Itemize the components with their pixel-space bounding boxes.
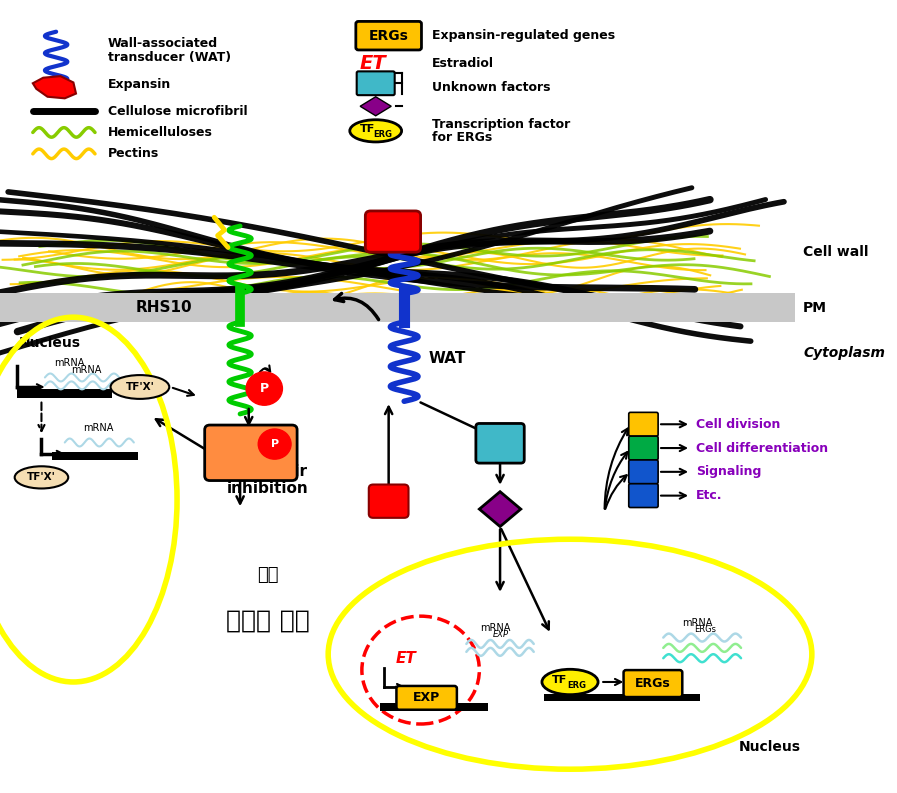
Text: RHS10: RHS10 [135, 301, 193, 315]
Text: ERGs: ERGs [635, 677, 671, 690]
Text: EXP: EXP [413, 691, 440, 704]
FancyBboxPatch shape [365, 211, 421, 252]
Text: Signaling: Signaling [696, 465, 762, 478]
Text: Unknown factors: Unknown factors [431, 81, 551, 94]
Text: Cytoplasm: Cytoplasm [803, 346, 885, 360]
Bar [17, 389, 112, 398]
Text: Cell wall: Cell wall [803, 245, 868, 259]
Text: Etc.: Etc. [696, 489, 723, 502]
FancyBboxPatch shape [356, 21, 422, 50]
Ellipse shape [350, 120, 402, 142]
Text: EXP: EXP [492, 630, 509, 639]
Text: Estradiol: Estradiol [431, 57, 494, 70]
Text: ERG: ERG [568, 681, 587, 691]
FancyBboxPatch shape [476, 423, 524, 463]
FancyBboxPatch shape [629, 436, 658, 460]
Text: TF'X': TF'X' [27, 473, 56, 482]
Text: mRNA: mRNA [83, 423, 114, 433]
Text: Wall-associated: Wall-associated [108, 37, 218, 50]
Bar [52, 452, 138, 460]
Text: for ERGs: for ERGs [431, 132, 492, 144]
Text: Hemicelluloses: Hemicelluloses [108, 126, 213, 139]
Text: ERGs: ERGs [694, 626, 717, 634]
Text: 전사체 비교: 전사체 비교 [226, 608, 309, 632]
Polygon shape [361, 97, 391, 116]
Text: TF'X': TF'X' [126, 382, 154, 392]
Text: ET: ET [360, 54, 387, 73]
Text: ERGs: ERGs [369, 29, 409, 43]
Text: mRNA: mRNA [480, 623, 510, 633]
Ellipse shape [542, 669, 598, 695]
Polygon shape [479, 492, 521, 527]
Text: Pectins: Pectins [108, 147, 159, 160]
Bar [0, 293, 795, 322]
Text: Nucleus: Nucleus [19, 335, 81, 350]
Polygon shape [33, 76, 76, 98]
Text: Cell differentiation: Cell differentiation [696, 442, 828, 454]
Text: transducer (WAT): transducer (WAT) [108, 51, 231, 63]
Circle shape [258, 429, 291, 459]
FancyBboxPatch shape [205, 425, 297, 481]
FancyBboxPatch shape [357, 71, 395, 95]
Bar [380, 703, 488, 711]
Text: ET: ET [396, 651, 416, 665]
Text: P: P [260, 382, 269, 395]
Text: Cell division: Cell division [696, 418, 780, 431]
Text: Expansin-regulated genes: Expansin-regulated genes [431, 29, 615, 42]
Ellipse shape [14, 466, 68, 488]
Text: Nucleus: Nucleus [738, 740, 800, 754]
FancyBboxPatch shape [629, 484, 658, 508]
Text: mRNA: mRNA [71, 365, 101, 375]
Text: ERG: ERG [373, 129, 392, 139]
Text: P: P [271, 439, 279, 449]
Text: mRNA: mRNA [54, 358, 84, 368]
Circle shape [246, 372, 283, 405]
Bar [544, 694, 700, 701]
Text: Root hair
inhibition: Root hair inhibition [227, 464, 309, 496]
Ellipse shape [110, 375, 170, 399]
Text: Expansin: Expansin [108, 79, 171, 91]
Text: mRNA: mRNA [683, 618, 713, 628]
Text: TF: TF [552, 675, 567, 684]
Text: TF: TF [360, 125, 375, 134]
Text: Cellulose microfibril: Cellulose microfibril [108, 105, 248, 117]
FancyBboxPatch shape [629, 412, 658, 436]
FancyBboxPatch shape [629, 460, 658, 484]
FancyBboxPatch shape [369, 485, 408, 518]
FancyBboxPatch shape [623, 670, 683, 697]
Text: PM: PM [803, 301, 827, 315]
Text: WAT: WAT [429, 351, 466, 366]
Text: Transcription factor: Transcription factor [431, 118, 570, 131]
Text: 또는: 또는 [257, 566, 278, 584]
FancyBboxPatch shape [396, 686, 457, 710]
